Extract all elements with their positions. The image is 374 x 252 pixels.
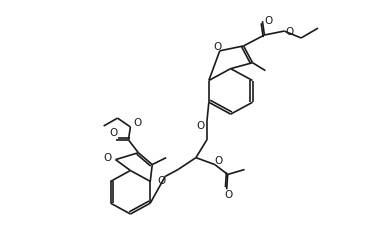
- Text: O: O: [224, 190, 233, 200]
- Text: O: O: [157, 176, 165, 186]
- Text: O: O: [133, 118, 141, 128]
- Text: O: O: [197, 121, 205, 131]
- Text: O: O: [285, 27, 293, 37]
- Text: O: O: [215, 156, 223, 166]
- Text: O: O: [214, 42, 222, 52]
- Text: O: O: [110, 128, 118, 138]
- Text: O: O: [264, 16, 273, 26]
- Text: O: O: [104, 153, 112, 163]
